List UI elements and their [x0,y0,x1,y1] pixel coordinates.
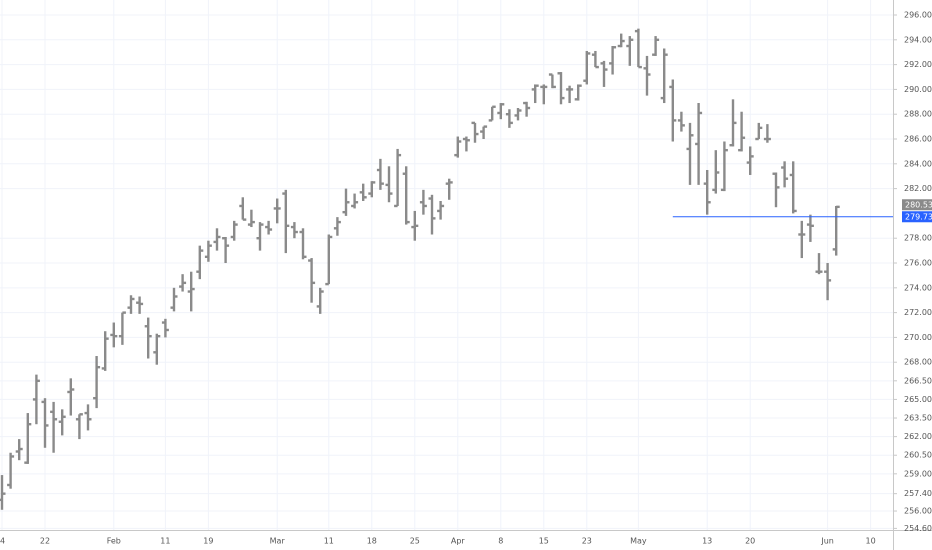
hline-price-box [902,211,932,223]
y-tick-label: 270.00 [904,333,932,342]
y-tick-label: 284.00 [904,159,932,168]
x-tick-label: 11 [324,537,334,546]
x-tick-label: 22 [40,537,50,546]
x-tick-label: 8 [498,537,503,546]
x-tick-label: 25 [410,537,420,546]
y-tick-label: 296.00 [904,11,932,20]
y-tick-label: 262.00 [904,432,932,441]
y-tick-label: 268.00 [904,358,932,367]
y-tick-label: 294.00 [904,35,932,44]
axes: 296.00 294.00 292.00 290.00 288.00 286.00 284.… [0,11,932,546]
y-tick-label: 257.40 [904,489,932,498]
x-tick-label: 23 [582,537,592,546]
x-tick-label: Feb [107,537,121,546]
y-tick-label: 256.00 [904,507,932,516]
hline-price-label: 279.73 [905,212,932,221]
y-tick-label: 286.00 [904,135,932,144]
y-tick-label: 260.50 [904,451,932,460]
y-tick-label: 272.00 [904,308,932,317]
last-price-label: 280.53 [905,200,932,209]
x-tick-label: 13 [702,537,712,546]
grid [0,0,893,530]
x-tick-label: 20 [745,537,755,546]
y-tick-label: 266.50 [904,376,932,385]
y-tick-label: 282.00 [904,184,932,193]
y-tick-label: 274.00 [904,283,932,292]
y-tick-label: 265.00 [904,395,932,404]
x-tick-label: 15 [539,537,549,546]
x-tick-label: 18 [367,537,377,546]
x-tick-label: Jun [820,537,834,546]
y-tick-label: 292.00 [904,60,932,69]
x-tick-label: May [630,537,647,546]
y-tick-label: 276.00 [904,259,932,268]
y-tick-label: 254.60 [904,524,932,533]
last-price-box [902,199,932,211]
y-tick-label: 263.50 [904,414,932,423]
x-tick-label: 11 [160,537,170,546]
x-tick-label: Apr [451,537,466,546]
x-tick-label: Mar [270,537,286,546]
bars [0,28,893,510]
y-tick-label: 259.00 [904,469,932,478]
x-tick-label: 4 [0,537,5,546]
y-tick-label: 278.00 [904,234,932,243]
x-tick-label: 10 [866,537,876,546]
x-tick-label: 19 [203,537,213,546]
y-tick-label: 290.00 [904,85,932,94]
y-tick-label: 288.00 [904,110,932,119]
